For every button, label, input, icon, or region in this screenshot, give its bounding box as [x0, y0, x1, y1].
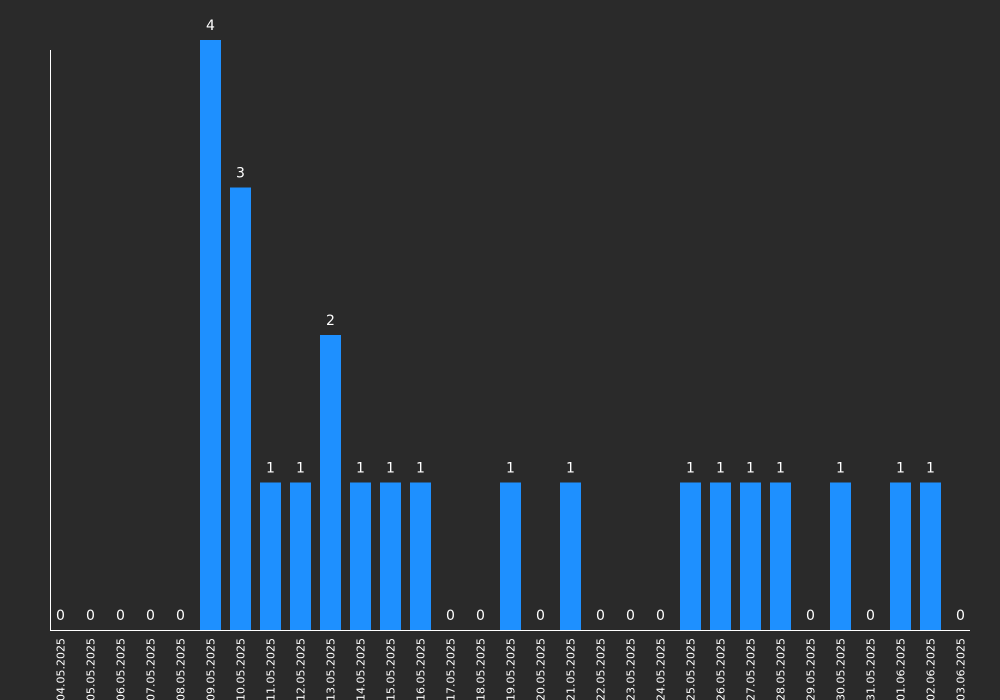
- x-tick-label-24.05.2025: 24.05.2025: [655, 638, 668, 700]
- x-tick-label-02.06.2025: 02.06.2025: [925, 638, 938, 700]
- value-label-15.05.2025: 1: [386, 461, 395, 477]
- bar-01.06.2025: [890, 482, 911, 630]
- value-label-13.05.2025: 2: [326, 313, 335, 329]
- bar-11.05.2025: [260, 482, 281, 630]
- value-label-08.05.2025: 0: [176, 608, 185, 624]
- x-tick-label-22.05.2025: 22.05.2025: [595, 638, 608, 700]
- x-tick-label-01.06.2025: 01.06.2025: [895, 638, 908, 700]
- value-label-16.05.2025: 1: [416, 461, 425, 477]
- x-tick-label-03.06.2025: 03.06.2025: [955, 638, 968, 700]
- x-tick-label-31.05.2025: 31.05.2025: [865, 638, 878, 700]
- x-tick-label-14.05.2025: 14.05.2025: [355, 638, 368, 700]
- value-label-29.05.2025: 0: [806, 608, 815, 624]
- bar-27.05.2025: [740, 482, 761, 630]
- x-tick-label-18.05.2025: 18.05.2025: [475, 638, 488, 700]
- x-tick-label-29.05.2025: 29.05.2025: [805, 638, 818, 700]
- bar-21.05.2025: [560, 482, 581, 630]
- value-label-06.05.2025: 0: [116, 608, 125, 624]
- x-tick-label-13.05.2025: 13.05.2025: [325, 638, 338, 700]
- value-label-14.05.2025: 1: [356, 461, 365, 477]
- bar-10.05.2025: [230, 187, 251, 630]
- x-tick-label-25.05.2025: 25.05.2025: [685, 638, 698, 700]
- x-tick-label-15.05.2025: 15.05.2025: [385, 638, 398, 700]
- value-label-01.06.2025: 1: [896, 461, 905, 477]
- value-label-22.05.2025: 0: [596, 608, 605, 624]
- bar-15.05.2025: [380, 482, 401, 630]
- value-label-23.05.2025: 0: [626, 608, 635, 624]
- value-label-31.05.2025: 0: [866, 608, 875, 624]
- x-tick-label-05.05.2025: 05.05.2025: [85, 638, 98, 700]
- x-tick-label-26.05.2025: 26.05.2025: [715, 638, 728, 700]
- x-tick-label-07.05.2025: 07.05.2025: [145, 638, 158, 700]
- value-label-19.05.2025: 1: [506, 461, 515, 477]
- value-label-04.05.2025: 0: [56, 608, 65, 624]
- x-tick-label-16.05.2025: 16.05.2025: [415, 638, 428, 700]
- x-tick-label-20.05.2025: 20.05.2025: [535, 638, 548, 700]
- value-label-10.05.2025: 3: [236, 166, 245, 182]
- bar-19.05.2025: [500, 482, 521, 630]
- value-label-20.05.2025: 0: [536, 608, 545, 624]
- x-tick-label-10.05.2025: 10.05.2025: [235, 638, 248, 700]
- x-tick-label-23.05.2025: 23.05.2025: [625, 638, 638, 700]
- value-label-02.06.2025: 1: [926, 461, 935, 477]
- bar-25.05.2025: [680, 482, 701, 630]
- value-label-24.05.2025: 0: [656, 608, 665, 624]
- x-tick-label-04.05.2025: 04.05.2025: [55, 638, 68, 700]
- value-label-12.05.2025: 1: [296, 461, 305, 477]
- value-label-27.05.2025: 1: [746, 461, 755, 477]
- bar-09.05.2025: [200, 40, 221, 630]
- value-label-25.05.2025: 1: [686, 461, 695, 477]
- value-label-07.05.2025: 0: [146, 608, 155, 624]
- x-tick-label-12.05.2025: 12.05.2025: [295, 638, 308, 700]
- x-tick-label-19.05.2025: 19.05.2025: [505, 638, 518, 700]
- bar-30.05.2025: [830, 482, 851, 630]
- x-tick-label-30.05.2025: 30.05.2025: [835, 638, 848, 700]
- bar-12.05.2025: [290, 482, 311, 630]
- value-label-17.05.2025: 0: [446, 608, 455, 624]
- bar-13.05.2025: [320, 335, 341, 630]
- bar-26.05.2025: [710, 482, 731, 630]
- value-label-11.05.2025: 1: [266, 461, 275, 477]
- bar-02.06.2025: [920, 482, 941, 630]
- value-label-28.05.2025: 1: [776, 461, 785, 477]
- value-label-18.05.2025: 0: [476, 608, 485, 624]
- bar-14.05.2025: [350, 482, 371, 630]
- x-tick-label-11.05.2025: 11.05.2025: [265, 638, 278, 700]
- value-label-21.05.2025: 1: [566, 461, 575, 477]
- x-tick-label-06.05.2025: 06.05.2025: [115, 638, 128, 700]
- value-label-26.05.2025: 1: [716, 461, 725, 477]
- value-label-05.05.2025: 0: [86, 608, 95, 624]
- value-labels-group: 0 0 0 0 0 4 3 1 1 2 1 1 1 0 0 1 0 1 0 0 0 1 1 1 1 0 1 0 1 1 0: [56, 18, 965, 624]
- x-tick-label-27.05.2025: 27.05.2025: [745, 638, 758, 700]
- bar-16.05.2025: [410, 482, 431, 630]
- x-tick-label-28.05.2025: 28.05.2025: [775, 638, 788, 700]
- bar-28.05.2025: [770, 482, 791, 630]
- x-tick-label-21.05.2025: 21.05.2025: [565, 638, 578, 700]
- value-label-30.05.2025: 1: [836, 461, 845, 477]
- x-tick-label-17.05.2025: 17.05.2025: [445, 638, 458, 700]
- x-tick-label-09.05.2025: 09.05.2025: [205, 638, 218, 700]
- bars-group: [200, 40, 941, 630]
- x-tick-labels-group: 04.05.2025 05.05.2025 06.05.2025 07.05.2025…: [55, 638, 968, 700]
- value-label-03.06.2025: 0: [956, 608, 965, 624]
- value-label-09.05.2025: 4: [206, 18, 215, 34]
- x-tick-label-08.05.2025: 08.05.2025: [175, 638, 188, 700]
